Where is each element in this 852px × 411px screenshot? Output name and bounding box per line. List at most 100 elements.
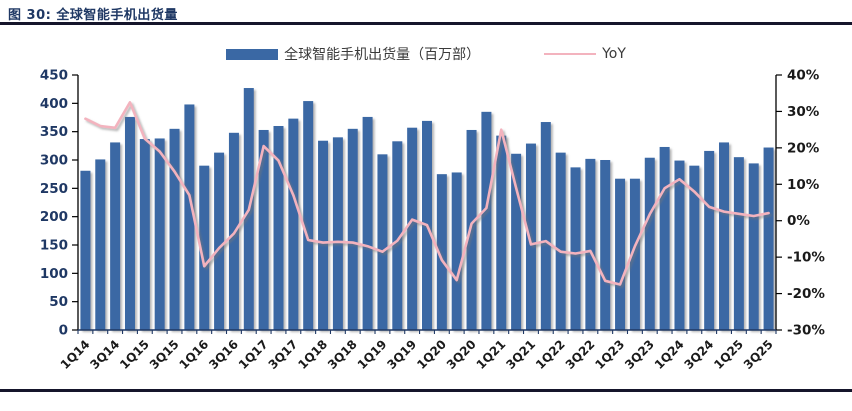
bar [436,174,447,330]
x-axis-tick-label: 1Q22 [533,337,568,372]
line-series-swatch [544,53,597,55]
bar [184,104,195,330]
bar [481,111,492,330]
chart-legend: 全球智能手机出货量（百万部） YoY [0,44,852,64]
right-axis-tick-label: 0% [787,213,810,229]
legend-label-shipments: 全球智能手机出货量（百万部） [284,47,481,63]
bar [704,150,715,330]
bar [570,167,581,330]
left-axis-tick-label: 350 [40,124,68,140]
bar [169,128,180,330]
bar [466,129,477,330]
bar [273,126,284,330]
right-axis-tick-label: 40% [787,68,820,84]
left-axis-tick-label: 400 [40,96,68,112]
figure-title: 图 30: 全球智能手机出货量 [8,8,178,23]
axes [77,75,777,331]
legend-item-yoy: YoY [544,46,626,62]
bar [318,140,329,330]
bar [303,101,314,330]
bar [644,157,655,330]
bar [124,116,135,331]
bar [214,152,225,330]
left-axis-tick-label: 50 [49,294,68,310]
bar [763,147,774,330]
bar [748,163,759,330]
right-axis-labels: 40% 30% 20% 10% 0% -10% -20% -30% [776,68,825,339]
bar [496,135,507,330]
bar [347,128,358,330]
bar [555,152,566,330]
x-axis-tick-label: 3Q23 [622,337,657,372]
left-axis-tick-label: 200 [40,209,68,225]
x-axis-tick-label: 3Q20 [444,337,479,372]
left-axis-tick-label: 0 [59,323,68,339]
bar [600,160,611,330]
bar [288,118,299,330]
x-axis-tick-label: 3Q19 [384,337,419,372]
bar [615,178,626,330]
bar [585,158,596,330]
x-axis-tick-label: 3Q18 [325,337,360,372]
x-axis-tick-label: 1Q19 [355,337,390,372]
legend-item-shipments: 全球智能手机出货量（百万部） [226,44,480,64]
right-axis-tick-label: 10% [787,177,820,193]
bar [629,178,640,330]
bar [689,165,700,330]
x-axis-labels: 1Q143Q141Q153Q151Q163Q161Q173Q171Q183Q18… [58,337,776,372]
right-axis-tick-label: -10% [787,250,825,266]
bar [110,142,121,330]
x-axis-tick-label: 1Q15 [117,337,152,372]
left-axis-tick-label: 450 [40,68,68,84]
left-axis-tick-label: 100 [40,266,68,282]
shipment-bars [80,88,774,331]
bar [362,116,373,331]
x-axis-tick-label: 1Q24 [652,337,687,372]
right-axis-tick-label: 30% [787,104,820,120]
x-axis-tick-label: 3Q16 [206,337,241,372]
left-axis-tick-label: 250 [40,181,68,197]
bar [719,142,730,330]
x-axis-tick-label: 1Q17 [236,337,271,372]
x-axis-tick-label: 1Q16 [176,337,211,372]
bar [377,154,388,330]
x-axis-tick-label: 3Q21 [503,337,538,372]
bar [392,141,403,330]
bar [139,139,150,330]
bar [451,172,462,330]
x-axis-ticks [77,330,777,334]
figure-bottom-rule [0,389,852,392]
x-axis-tick-label: 3Q25 [741,337,776,372]
bar [733,157,744,330]
legend-label-yoy: YoY [602,46,626,62]
bar [407,127,418,330]
x-axis-tick-label: 1Q18 [295,337,330,372]
bar [80,170,91,330]
x-axis-tick-label: 3Q17 [266,337,301,372]
bar [95,159,106,330]
x-axis-tick-label: 1Q21 [474,337,509,372]
bar [154,138,165,330]
right-axis-tick-label: -20% [787,286,825,302]
bar [199,165,210,330]
x-axis-tick-label: 1Q20 [414,337,449,372]
bar-series-swatch [226,48,279,60]
left-axis-labels: 0 50 100 150 200 250 300 350 400 450 [40,68,78,339]
x-axis-tick-label: 3Q14 [87,337,122,372]
right-axis-tick-label: 20% [787,140,820,156]
x-axis-tick-label: 3Q24 [681,337,716,372]
bar [659,146,670,330]
x-axis-tick-label: 3Q22 [563,337,598,372]
bar [674,160,685,330]
bar [511,153,522,330]
x-axis-tick-label: 1Q14 [58,337,93,372]
bar [525,143,536,330]
bar [258,129,269,330]
left-axis-tick-label: 150 [40,238,68,254]
bar [332,137,343,330]
title-underline [0,22,852,25]
yoy-line [84,101,770,286]
x-axis-tick-label: 3Q15 [147,337,182,372]
